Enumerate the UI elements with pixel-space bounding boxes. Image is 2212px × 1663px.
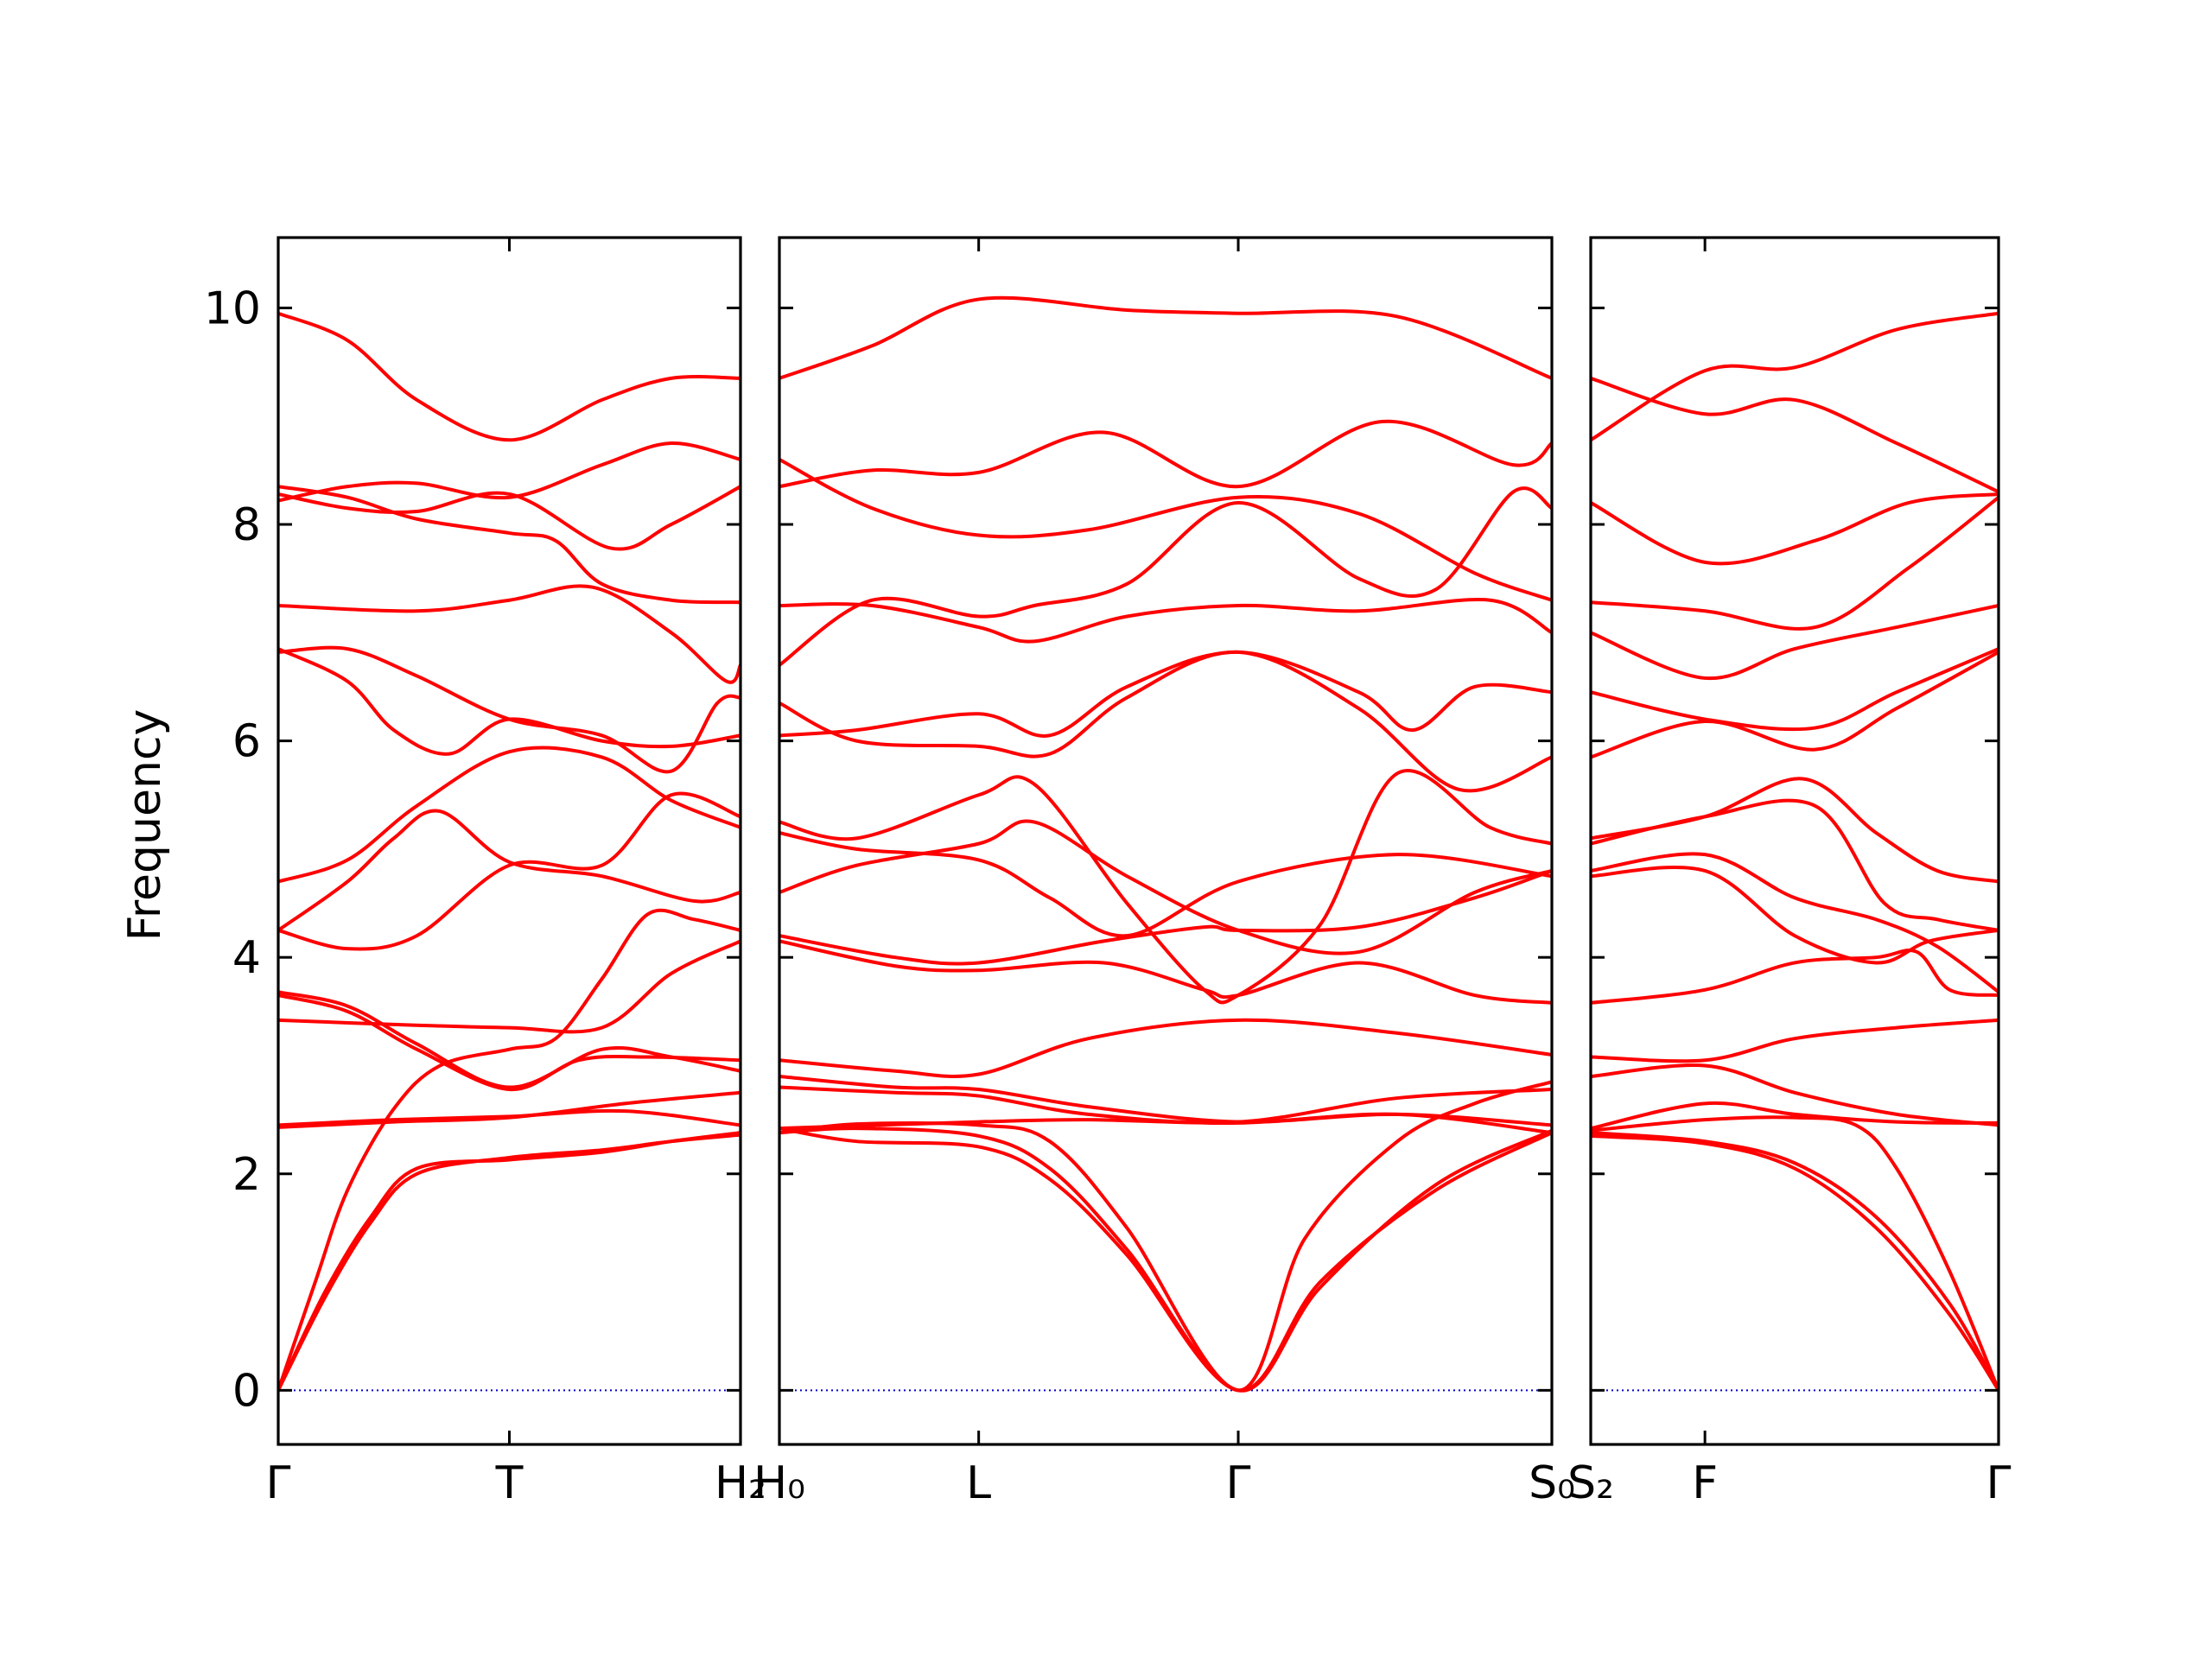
phonon-band-line bbox=[1591, 1115, 1999, 1393]
phonon-band-line bbox=[278, 993, 741, 1092]
phonon-band-line bbox=[278, 1133, 741, 1393]
phonon-band-line bbox=[278, 311, 741, 442]
y-tick-label: 10 bbox=[204, 282, 261, 334]
phonon-band-line bbox=[278, 939, 741, 1034]
phonon-band-line bbox=[1591, 311, 1999, 442]
phonon-band-line bbox=[779, 295, 1552, 380]
x-tick-label: Γ bbox=[1226, 1457, 1251, 1509]
y-tick-label: 2 bbox=[232, 1149, 261, 1201]
phonon-band-line bbox=[278, 647, 741, 756]
y-axis-label: Frequency bbox=[119, 709, 171, 942]
x-tick-label: L bbox=[966, 1457, 991, 1509]
phonon-band-line bbox=[779, 486, 1552, 667]
panel-frame bbox=[276, 236, 742, 1446]
phonon-band-line bbox=[779, 419, 1552, 489]
phonon-band-line bbox=[278, 791, 741, 951]
phonon-band-line bbox=[779, 598, 1552, 644]
phonon-band-line bbox=[1591, 852, 1999, 994]
phonon-band-line bbox=[779, 1075, 1552, 1127]
phonon-band-line bbox=[278, 1131, 741, 1393]
phonon-band-line bbox=[278, 908, 741, 1393]
phonon-band-line bbox=[1591, 865, 1999, 965]
phonon-band-line bbox=[278, 990, 741, 1089]
phonon-band-line bbox=[1591, 948, 1999, 1005]
phonon-band-line bbox=[1591, 1063, 1999, 1127]
y-tick-label: 4 bbox=[232, 932, 261, 984]
phonon-band-line bbox=[278, 485, 741, 605]
phonon-band-line bbox=[1591, 647, 1999, 732]
x-tick-label: T bbox=[495, 1457, 524, 1509]
phonon-band-line bbox=[1591, 650, 1999, 759]
x-tick-label: Γ bbox=[266, 1457, 291, 1509]
phonon-band-line bbox=[779, 831, 1552, 938]
phonon-band-line bbox=[278, 441, 741, 503]
phonon-band-line bbox=[1591, 1133, 1999, 1393]
x-tick-label: S₀ bbox=[1529, 1457, 1575, 1509]
y-tick-label: 8 bbox=[232, 499, 261, 551]
panel-frame bbox=[1589, 236, 2000, 1446]
phonon-band-line bbox=[779, 1018, 1552, 1078]
x-tick-label: H₀ bbox=[753, 1457, 805, 1509]
phonon-band-line bbox=[1591, 492, 1999, 566]
phonon-band-line bbox=[1591, 603, 1999, 681]
phonon-band-line bbox=[278, 746, 741, 884]
panel-1-bands bbox=[278, 311, 741, 1393]
phonon-band-line bbox=[1591, 1101, 1999, 1131]
phonon-band-line bbox=[779, 650, 1552, 738]
phonon-band-line bbox=[779, 769, 1552, 1005]
x-tick-label: Γ bbox=[1986, 1457, 2012, 1509]
phonon-band-line bbox=[278, 485, 741, 551]
phonon-band-line bbox=[779, 819, 1552, 955]
phonon-band-line bbox=[779, 1085, 1552, 1125]
phonon-band-line bbox=[779, 1127, 1552, 1393]
phonon-band-line bbox=[1591, 376, 1999, 494]
panel-3-bands bbox=[1591, 311, 1999, 1393]
phonon-band-line bbox=[1591, 798, 1999, 932]
phonon-band-line bbox=[779, 457, 1552, 602]
panel-2-bands bbox=[779, 295, 1552, 1393]
panel-frame bbox=[778, 236, 1554, 1446]
y-tick-label: 6 bbox=[232, 716, 261, 768]
phonon-band-line bbox=[1591, 1018, 1999, 1063]
y-tick-label: 0 bbox=[232, 1365, 261, 1417]
phonon-band-line bbox=[1591, 495, 1999, 631]
phonon-band-line bbox=[779, 868, 1552, 966]
x-tick-label: F bbox=[1692, 1457, 1718, 1509]
phonon-band-line bbox=[278, 584, 741, 684]
x-tick-label: S₂ bbox=[1567, 1457, 1614, 1509]
phonon-band-line bbox=[1591, 1131, 1999, 1393]
phonon-band-line bbox=[278, 645, 741, 774]
phonon-band-line bbox=[1591, 777, 1999, 884]
x-tick-label: H₂ bbox=[715, 1457, 766, 1509]
phonon-band-line bbox=[779, 1127, 1552, 1393]
phonon-band-line bbox=[779, 650, 1552, 793]
phonon-band-line bbox=[278, 1090, 741, 1129]
phonon-band-line bbox=[278, 809, 741, 932]
